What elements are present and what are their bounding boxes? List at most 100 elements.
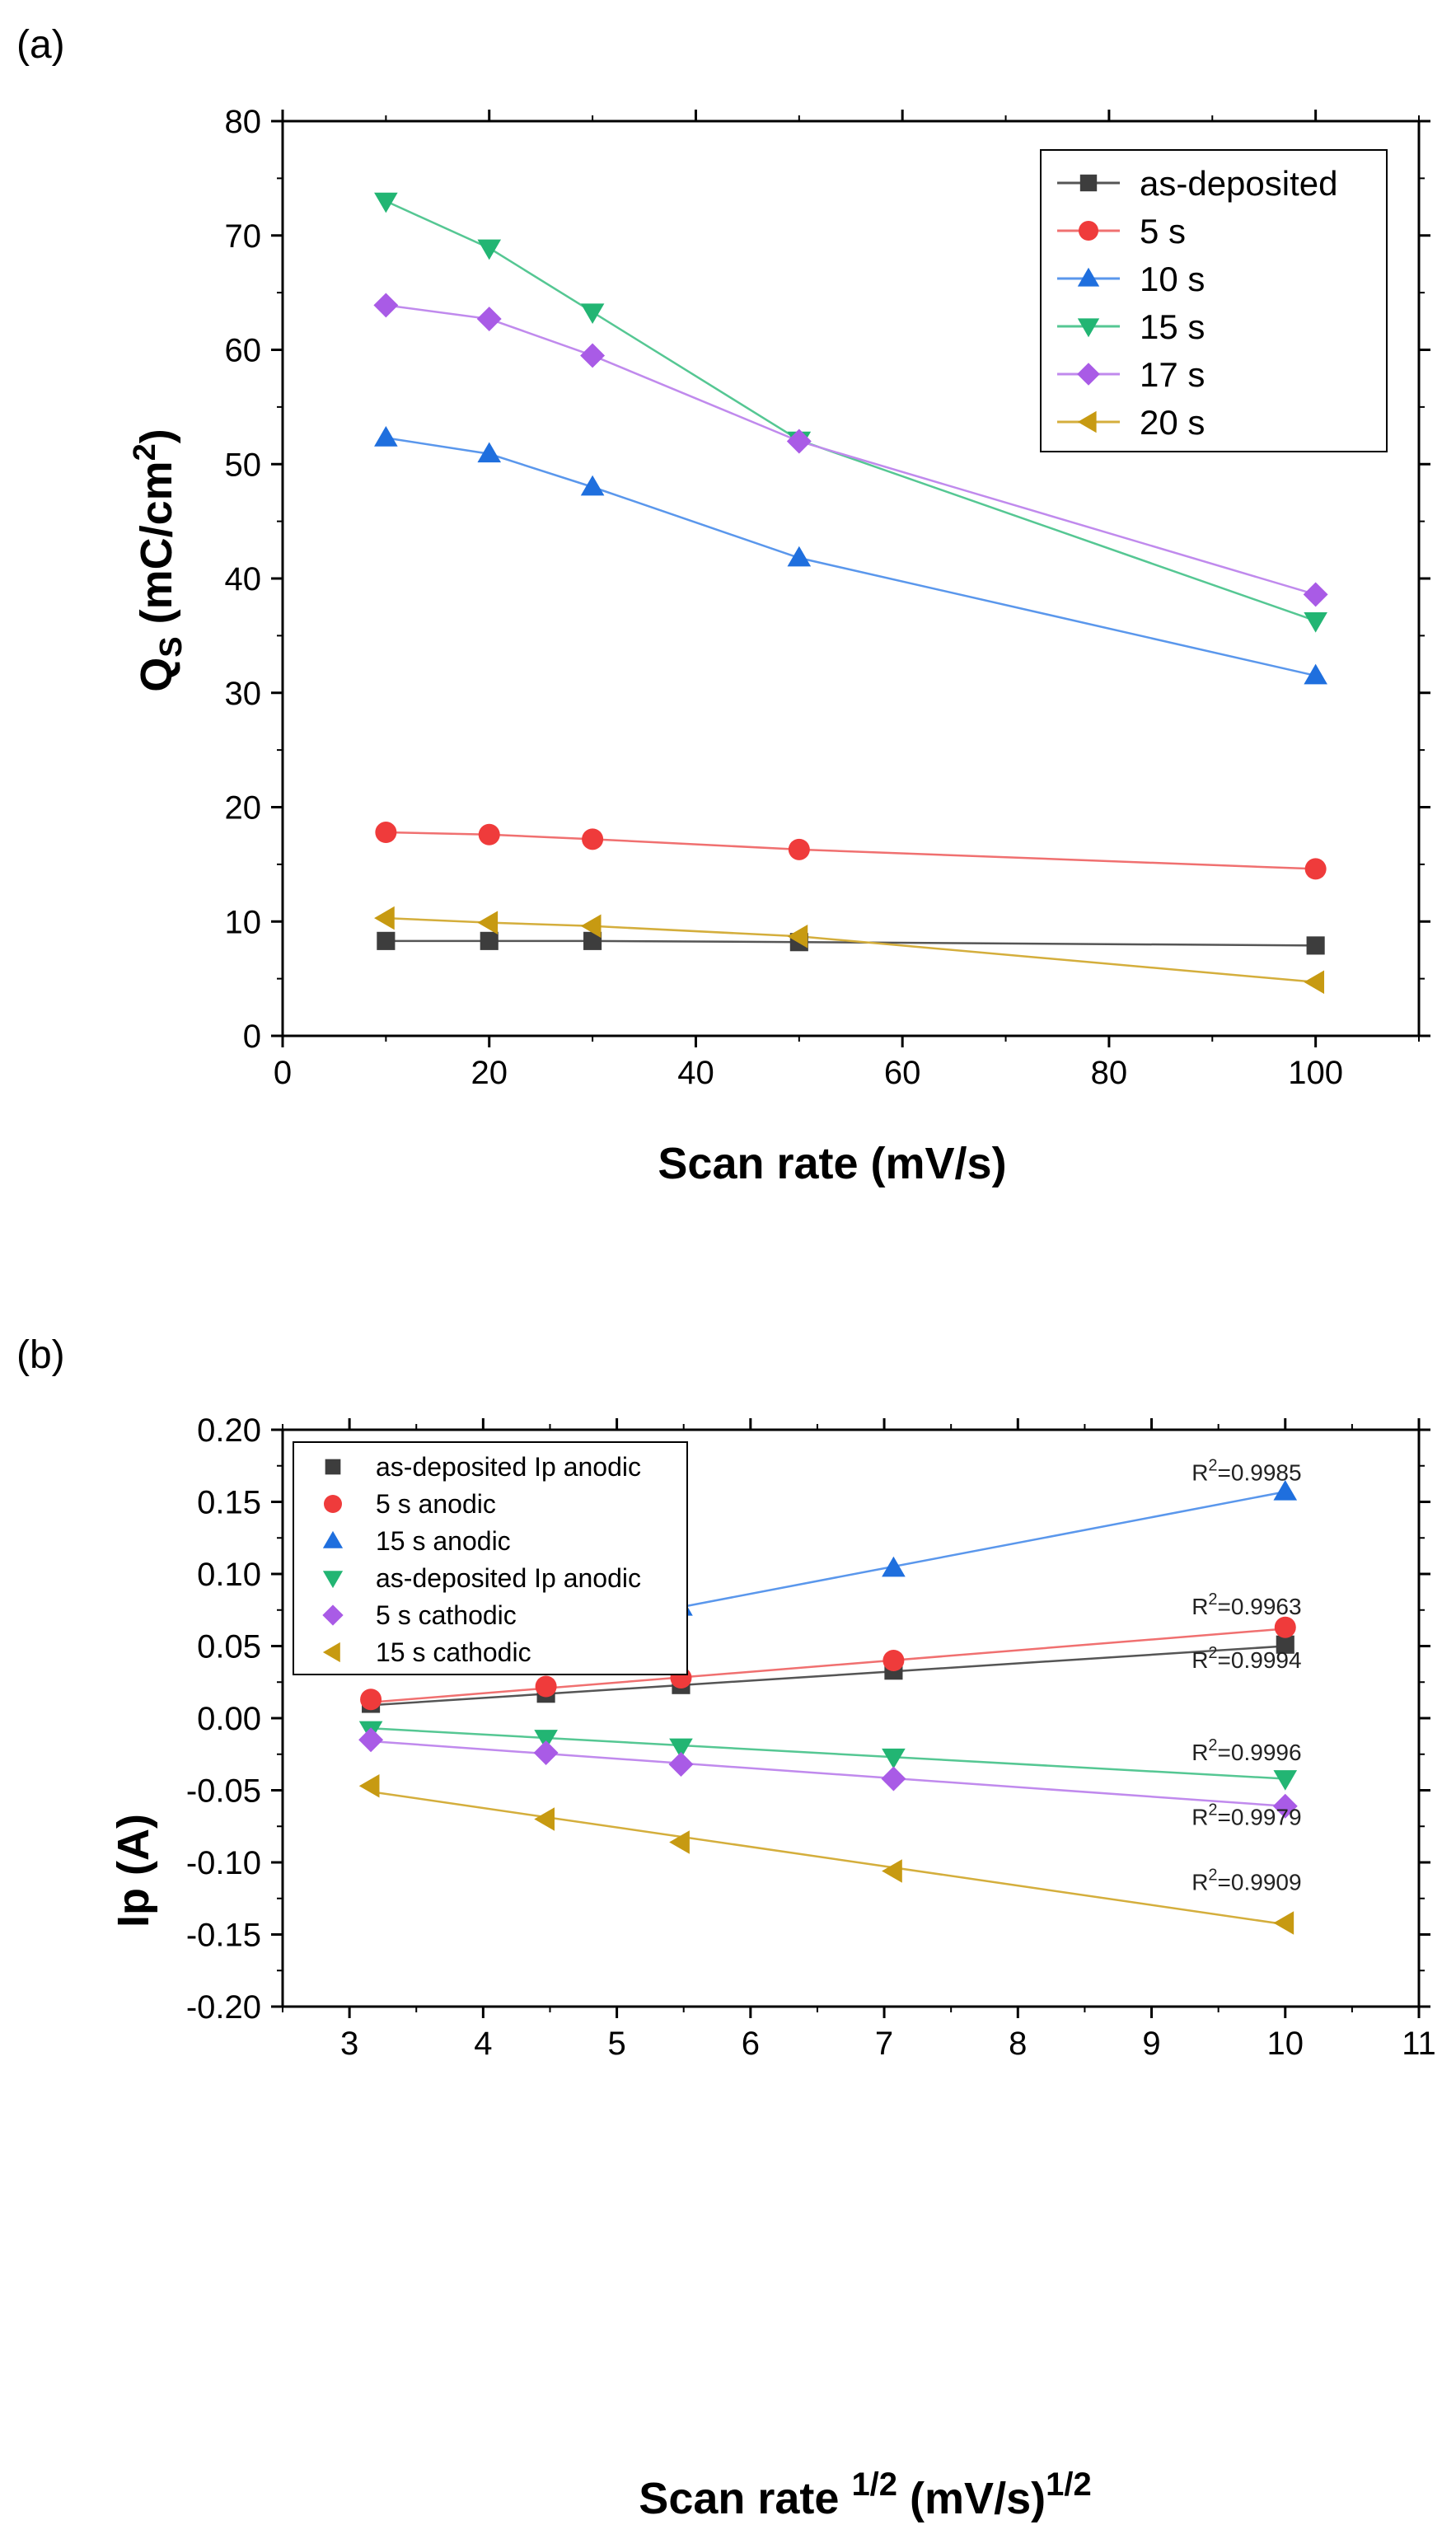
a-point-5 xyxy=(477,911,499,934)
b-r2-value: =0.9909 xyxy=(1218,1869,1302,1895)
b-legend-marker xyxy=(322,1604,344,1626)
a-y-tick-label: 70 xyxy=(225,218,262,255)
b-r2-prefix: R xyxy=(1191,1805,1208,1830)
b-point-0 xyxy=(1276,1635,1294,1654)
b-fit-line-1 xyxy=(370,1628,1285,1703)
b-point-4 xyxy=(358,1727,384,1753)
b-point-1 xyxy=(535,1675,557,1698)
b-fit-lines xyxy=(370,1491,1285,1926)
b-legend-box xyxy=(293,1441,688,1675)
b-r2-label-1: R2=0.9963 xyxy=(1191,1590,1301,1619)
a-legend-label: 5 s xyxy=(1140,212,1186,251)
a-point-3 xyxy=(477,239,502,260)
b-fit-line-0 xyxy=(370,1645,1285,1707)
b-r2-value: =0.9985 xyxy=(1218,1459,1302,1485)
b-x-tick-label: 5 xyxy=(607,2026,625,2062)
b-y-axis-label: Ip (A) xyxy=(109,1814,158,1927)
b-y-tick-label: -0.10 xyxy=(186,1845,261,1881)
a-point-2 xyxy=(374,426,398,447)
b-legend-marker xyxy=(324,1495,342,1513)
b-x-tick-label: 8 xyxy=(1009,2026,1027,2062)
a-point-4 xyxy=(373,293,399,318)
b-x-tick-label: 11 xyxy=(1402,2026,1436,2062)
a-point-5 xyxy=(374,906,395,930)
b-x-tick-label: 6 xyxy=(742,2026,760,2062)
b-point-4 xyxy=(881,1766,906,1792)
b-r2-prefix: R xyxy=(1191,1647,1208,1673)
b-x-tick-label: 4 xyxy=(474,2026,492,2062)
b-point-5 xyxy=(358,1773,380,1798)
a-legend-marker xyxy=(1077,410,1097,433)
b-x-tick-label: 9 xyxy=(1142,2026,1160,2062)
a-x-tick-label: 0 xyxy=(274,1055,292,1091)
a-legend-label: 20 s xyxy=(1140,403,1205,442)
b-r2-prefix: R xyxy=(1191,1869,1208,1895)
b-r-squared-annotations: R2=0.9994R2=0.9963R2=0.9985R2=0.9996R2=0… xyxy=(1191,1456,1301,1895)
b-r2-value: =0.9996 xyxy=(1218,1740,1302,1765)
a-point-5 xyxy=(787,924,808,948)
b-r2-sup: 2 xyxy=(1208,1590,1217,1609)
b-fit-line-3 xyxy=(371,1727,1285,1780)
a-point-5 xyxy=(1304,970,1325,995)
a-point-0 xyxy=(480,931,499,950)
b-y-tick-label: 0.05 xyxy=(197,1629,261,1665)
b-point-3 xyxy=(1273,1770,1298,1791)
panel-label-a: (a) xyxy=(16,23,65,67)
b-r2-prefix: R xyxy=(1191,1459,1208,1485)
b-fit-line-4 xyxy=(370,1740,1285,1807)
a-series-line-1 xyxy=(386,831,1316,870)
a-point-4 xyxy=(476,307,502,331)
a-legend-marker xyxy=(1077,267,1100,287)
a-x-axis-label: Scan rate (mV/s) xyxy=(658,1139,1006,1188)
b-r2-sup: 2 xyxy=(1208,1644,1217,1662)
a-y-tick-label: 80 xyxy=(225,104,262,140)
b-point-2 xyxy=(1273,1479,1298,1501)
a-point-1 xyxy=(1304,858,1327,880)
a-point-0 xyxy=(1306,936,1325,955)
a-x-tick-label: 20 xyxy=(471,1055,508,1091)
panel-b-sqrt-scan-rate-chart: (b) 3 4 5 6 7 8 9 10 11 -0.20 -0.15 -0.10 -0.05 0.00 0… xyxy=(16,1333,1436,2523)
a-point-4 xyxy=(1303,582,1328,607)
b-r2-label-2: R2=0.9985 xyxy=(1191,1456,1301,1485)
b-legend-marker xyxy=(325,1459,341,1475)
a-legend: as-deposited 5 s 10 s 15 s 17 s 20 s xyxy=(1040,149,1388,452)
a-point-1 xyxy=(375,822,397,844)
a-point-5 xyxy=(580,914,602,939)
b-r2-label-0: R2=0.9994 xyxy=(1191,1644,1301,1673)
b-r2-value: =0.9994 xyxy=(1218,1647,1302,1673)
a-point-3 xyxy=(374,192,398,213)
a-point-0 xyxy=(583,931,602,950)
b-legend-marker xyxy=(322,1571,344,1589)
b-r2-sup: 2 xyxy=(1208,1866,1217,1884)
b-point-3 xyxy=(669,1738,693,1759)
b-legend-label: as-deposited Ip anodic xyxy=(376,1452,641,1482)
a-legend-marker xyxy=(1077,363,1100,386)
b-x-axis-label: Scan rate 1/2 (mV/s)1/2 xyxy=(639,2466,1091,2523)
a-point-2 xyxy=(477,442,502,463)
b-point-5 xyxy=(882,1859,902,1883)
b-fit-line-5 xyxy=(370,1791,1285,1926)
b-x-tick-label: 10 xyxy=(1267,2026,1304,2062)
b-point-1 xyxy=(360,1689,382,1711)
b-r2-label-3: R2=0.9996 xyxy=(1191,1736,1301,1765)
b-y-tick-label: 0.00 xyxy=(197,1701,261,1737)
a-point-2 xyxy=(1304,663,1327,685)
a-y-tick-label: 0 xyxy=(243,1019,261,1055)
b-x-tick-label: 7 xyxy=(875,2026,893,2062)
a-legend-label: 17 s xyxy=(1140,355,1205,394)
b-point-5 xyxy=(534,1807,555,1831)
panel-a-scan-rate-chart: (a) 0 20 40 60 80 100 0 10 20 30 40 50 60 70 80 as-dep… xyxy=(16,23,1430,1188)
b-point-2 xyxy=(882,1556,906,1577)
b-point-4 xyxy=(1272,1793,1298,1819)
b-point-5 xyxy=(1273,1911,1294,1935)
a-y-tick-label: 50 xyxy=(225,447,262,483)
a-point-1 xyxy=(478,823,500,845)
b-y-tick-label: 0.15 xyxy=(197,1485,261,1521)
b-y-tick-label: -0.20 xyxy=(186,1989,261,2026)
b-point-3 xyxy=(534,1730,558,1750)
a-legend-label: 15 s xyxy=(1140,307,1205,346)
a-point-4 xyxy=(580,343,606,368)
a-legend-marker xyxy=(1077,318,1100,338)
b-legend-label: as-deposited Ip anodic xyxy=(376,1563,641,1593)
